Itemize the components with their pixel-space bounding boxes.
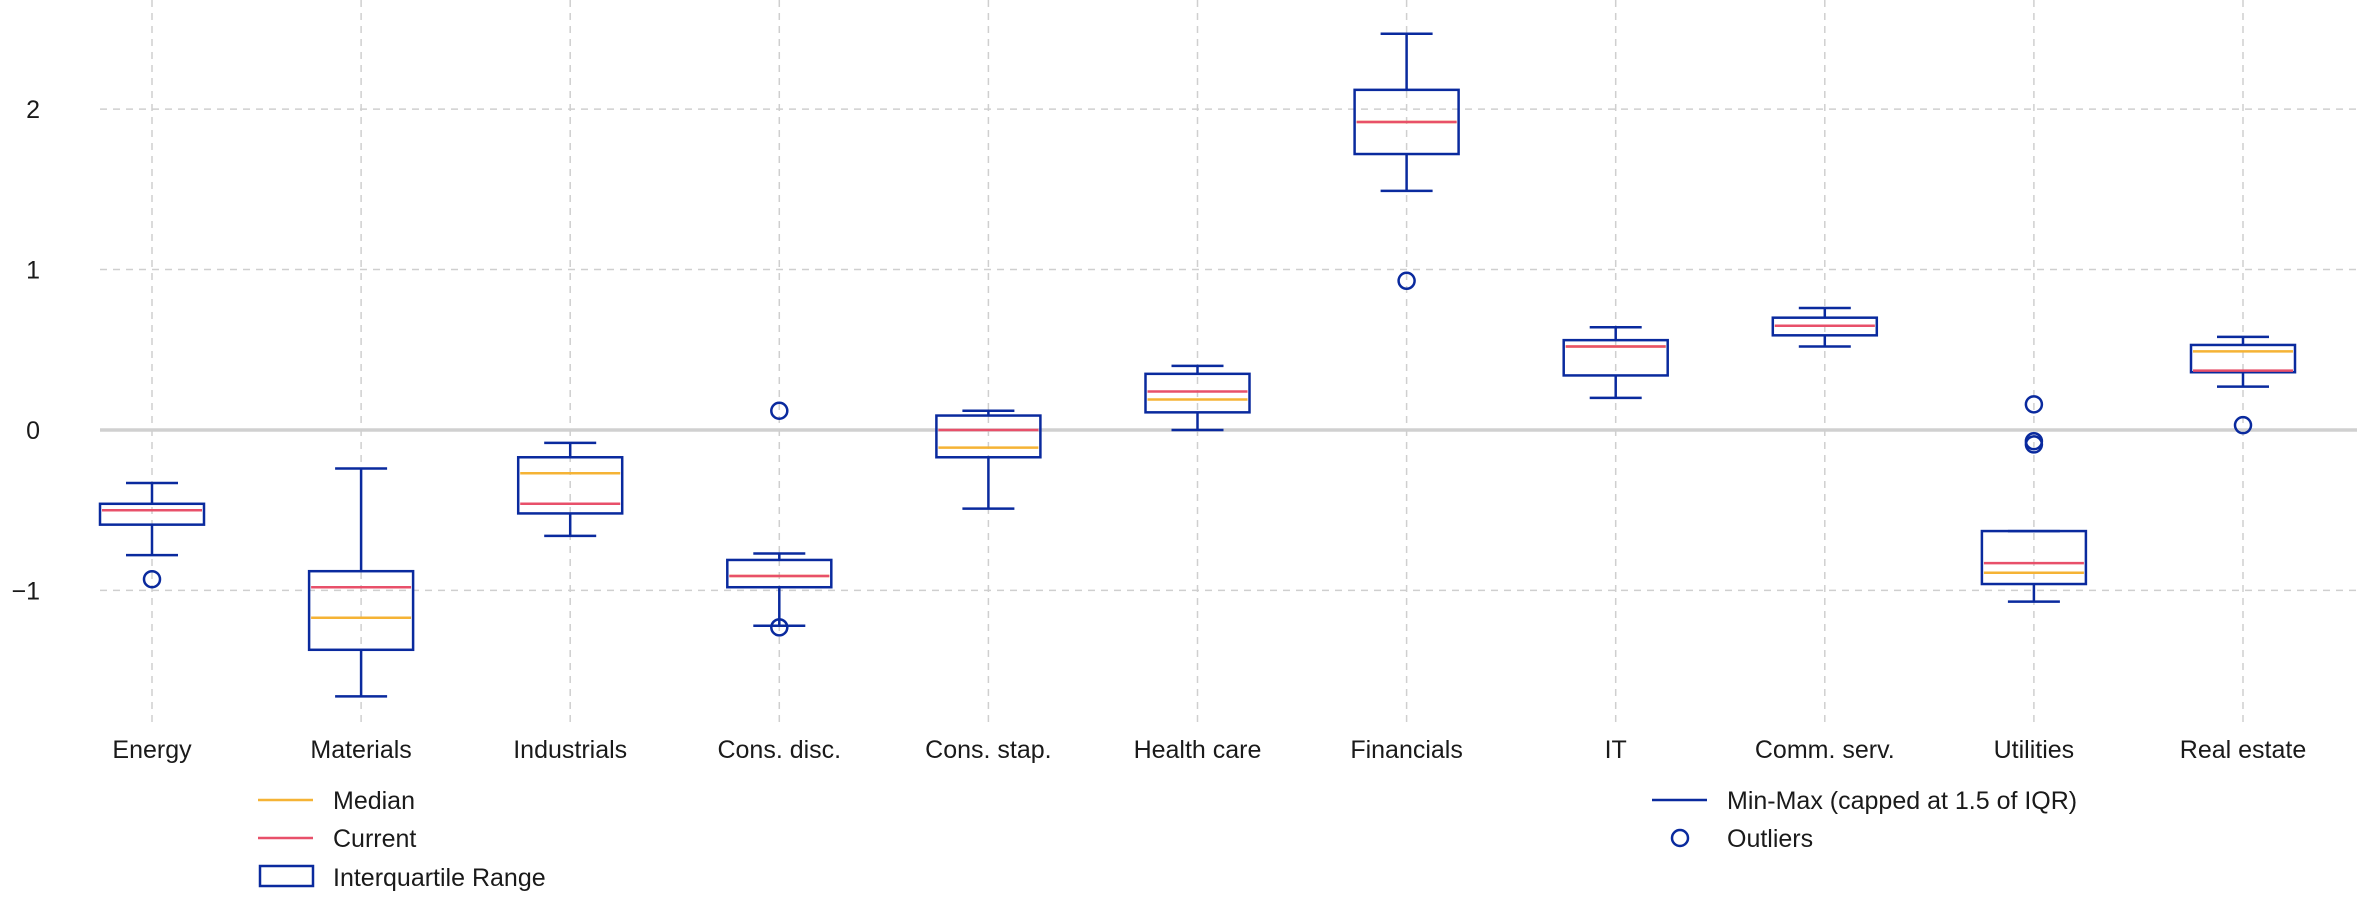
x-tick-label: Utilities: [1994, 736, 2075, 764]
y-tick-label: 0: [26, 417, 40, 445]
y-tick-label: −1: [11, 577, 40, 605]
legend-outlier-swatch: [1672, 830, 1688, 846]
x-tick-label: Comm. serv.: [1755, 736, 1895, 764]
box-materials: [309, 468, 413, 696]
y-axis-ticks: −1 0 1 2: [11, 96, 40, 605]
box-cons-stap: [936, 411, 1040, 509]
legend-whisker-label: Min-Max (capped at 1.5 of IQR): [1727, 787, 2077, 815]
box-health-care: [1146, 366, 1250, 430]
x-tick-label: IT: [1605, 736, 1627, 764]
x-tick-label: Health care: [1134, 736, 1262, 764]
legend-iqr-swatch: [260, 866, 313, 886]
x-tick-label: Energy: [112, 736, 192, 764]
x-tick-label: Real estate: [2180, 736, 2306, 764]
x-axis-ticks: Energy Materials Industrials Cons. disc. Con…: [112, 736, 2306, 764]
x-tick-label: Cons. stap.: [925, 736, 1051, 764]
x-tick-label: Materials: [310, 736, 411, 764]
legend-current-label: Current: [333, 825, 416, 853]
box-cons-disc: [727, 403, 831, 636]
box-industrials: [518, 443, 622, 536]
box-it: [1564, 327, 1668, 398]
x-tick-label: Industrials: [513, 736, 627, 764]
legend: Median Current Interquartile Range Min-M…: [258, 787, 2077, 892]
y-tick-label: 1: [26, 257, 40, 285]
grid-layer: [100, 0, 2357, 722]
box-energy: [100, 483, 204, 587]
x-tick-label: Financials: [1350, 736, 1463, 764]
legend-outliers-label: Outliers: [1727, 825, 1813, 853]
legend-iqr-label: Interquartile Range: [333, 864, 546, 892]
y-tick-label: 2: [26, 96, 40, 124]
x-tick-label: Cons. disc.: [717, 736, 841, 764]
legend-median-label: Median: [333, 787, 415, 815]
